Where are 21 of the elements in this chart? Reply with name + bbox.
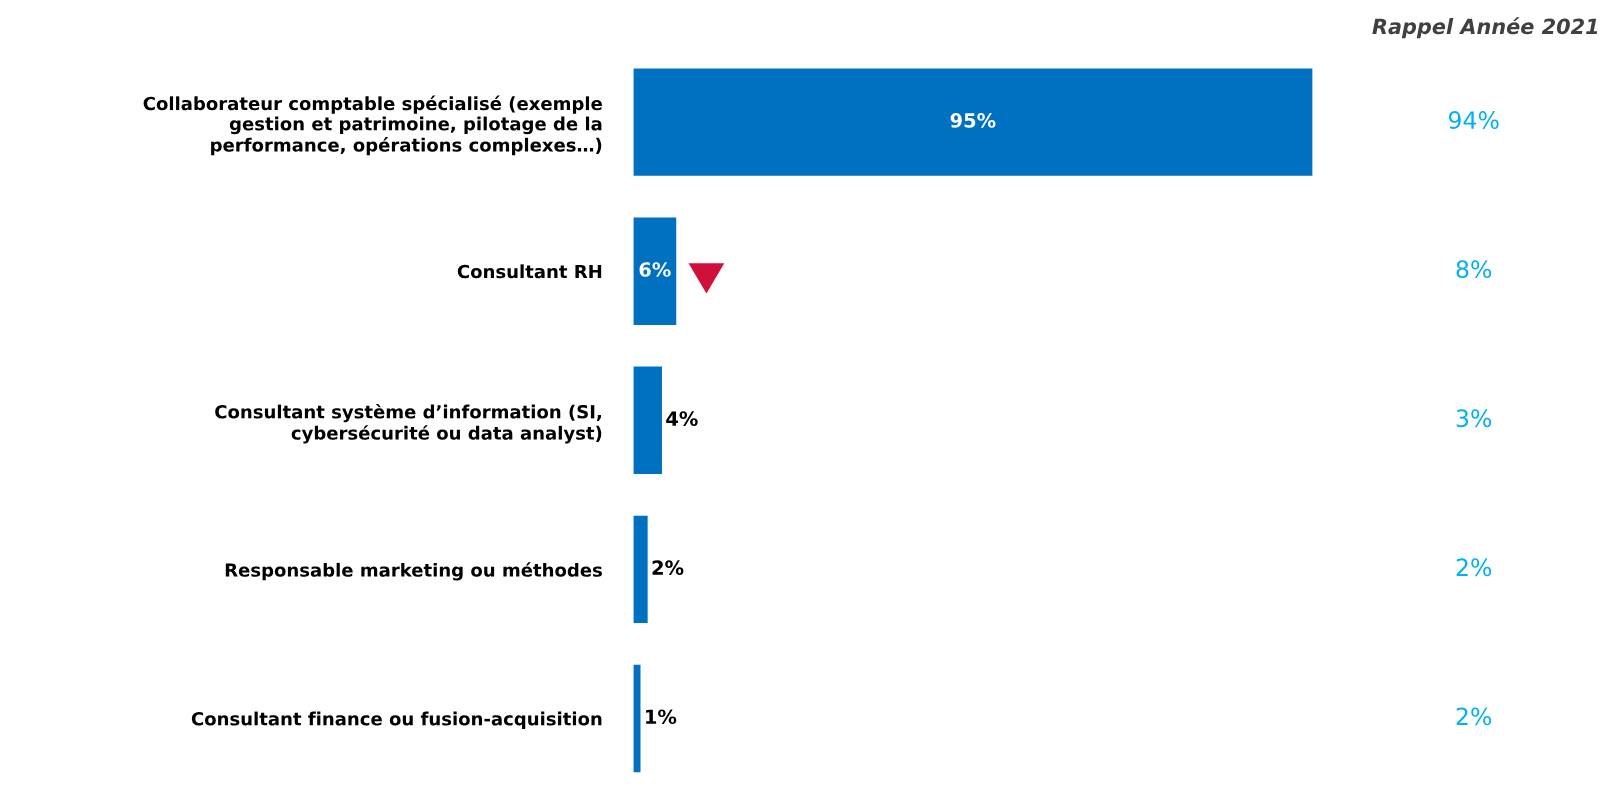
text: 3% — [1456, 409, 1492, 428]
y-tick-label: Responsable marketing ou méthodes — [225, 562, 602, 581]
data-label: 1% — [646, 709, 677, 725]
bar — [633, 366, 662, 474]
y-tick-label: Consultant RH — [457, 264, 602, 279]
data-label: 2% — [652, 560, 684, 576]
bar — [633, 217, 677, 325]
text: 94% — [1448, 111, 1499, 129]
text: 2% — [1456, 558, 1492, 577]
data-label: 4% — [666, 411, 698, 426]
y-tick-label: Collaborateur comptable spécialisé (exemple gestion et patrimoine, pilotage de la performance, opérations complexes…) — [143, 95, 602, 156]
data-label: 95% — [950, 113, 996, 128]
text: Rappel Année 2021 — [1372, 17, 1598, 39]
bar — [633, 68, 1313, 176]
text: 8% — [1456, 260, 1492, 279]
y-tick-label: Consultant finance ou fusion-acquisition — [191, 711, 602, 730]
y-tick-label: Consultant système d’information (SI, cybersécurité ou data analyst) — [215, 403, 602, 444]
bar — [633, 515, 648, 624]
bar — [633, 664, 641, 773]
data-label: 6% — [639, 262, 671, 277]
text: 2% — [1456, 707, 1492, 726]
